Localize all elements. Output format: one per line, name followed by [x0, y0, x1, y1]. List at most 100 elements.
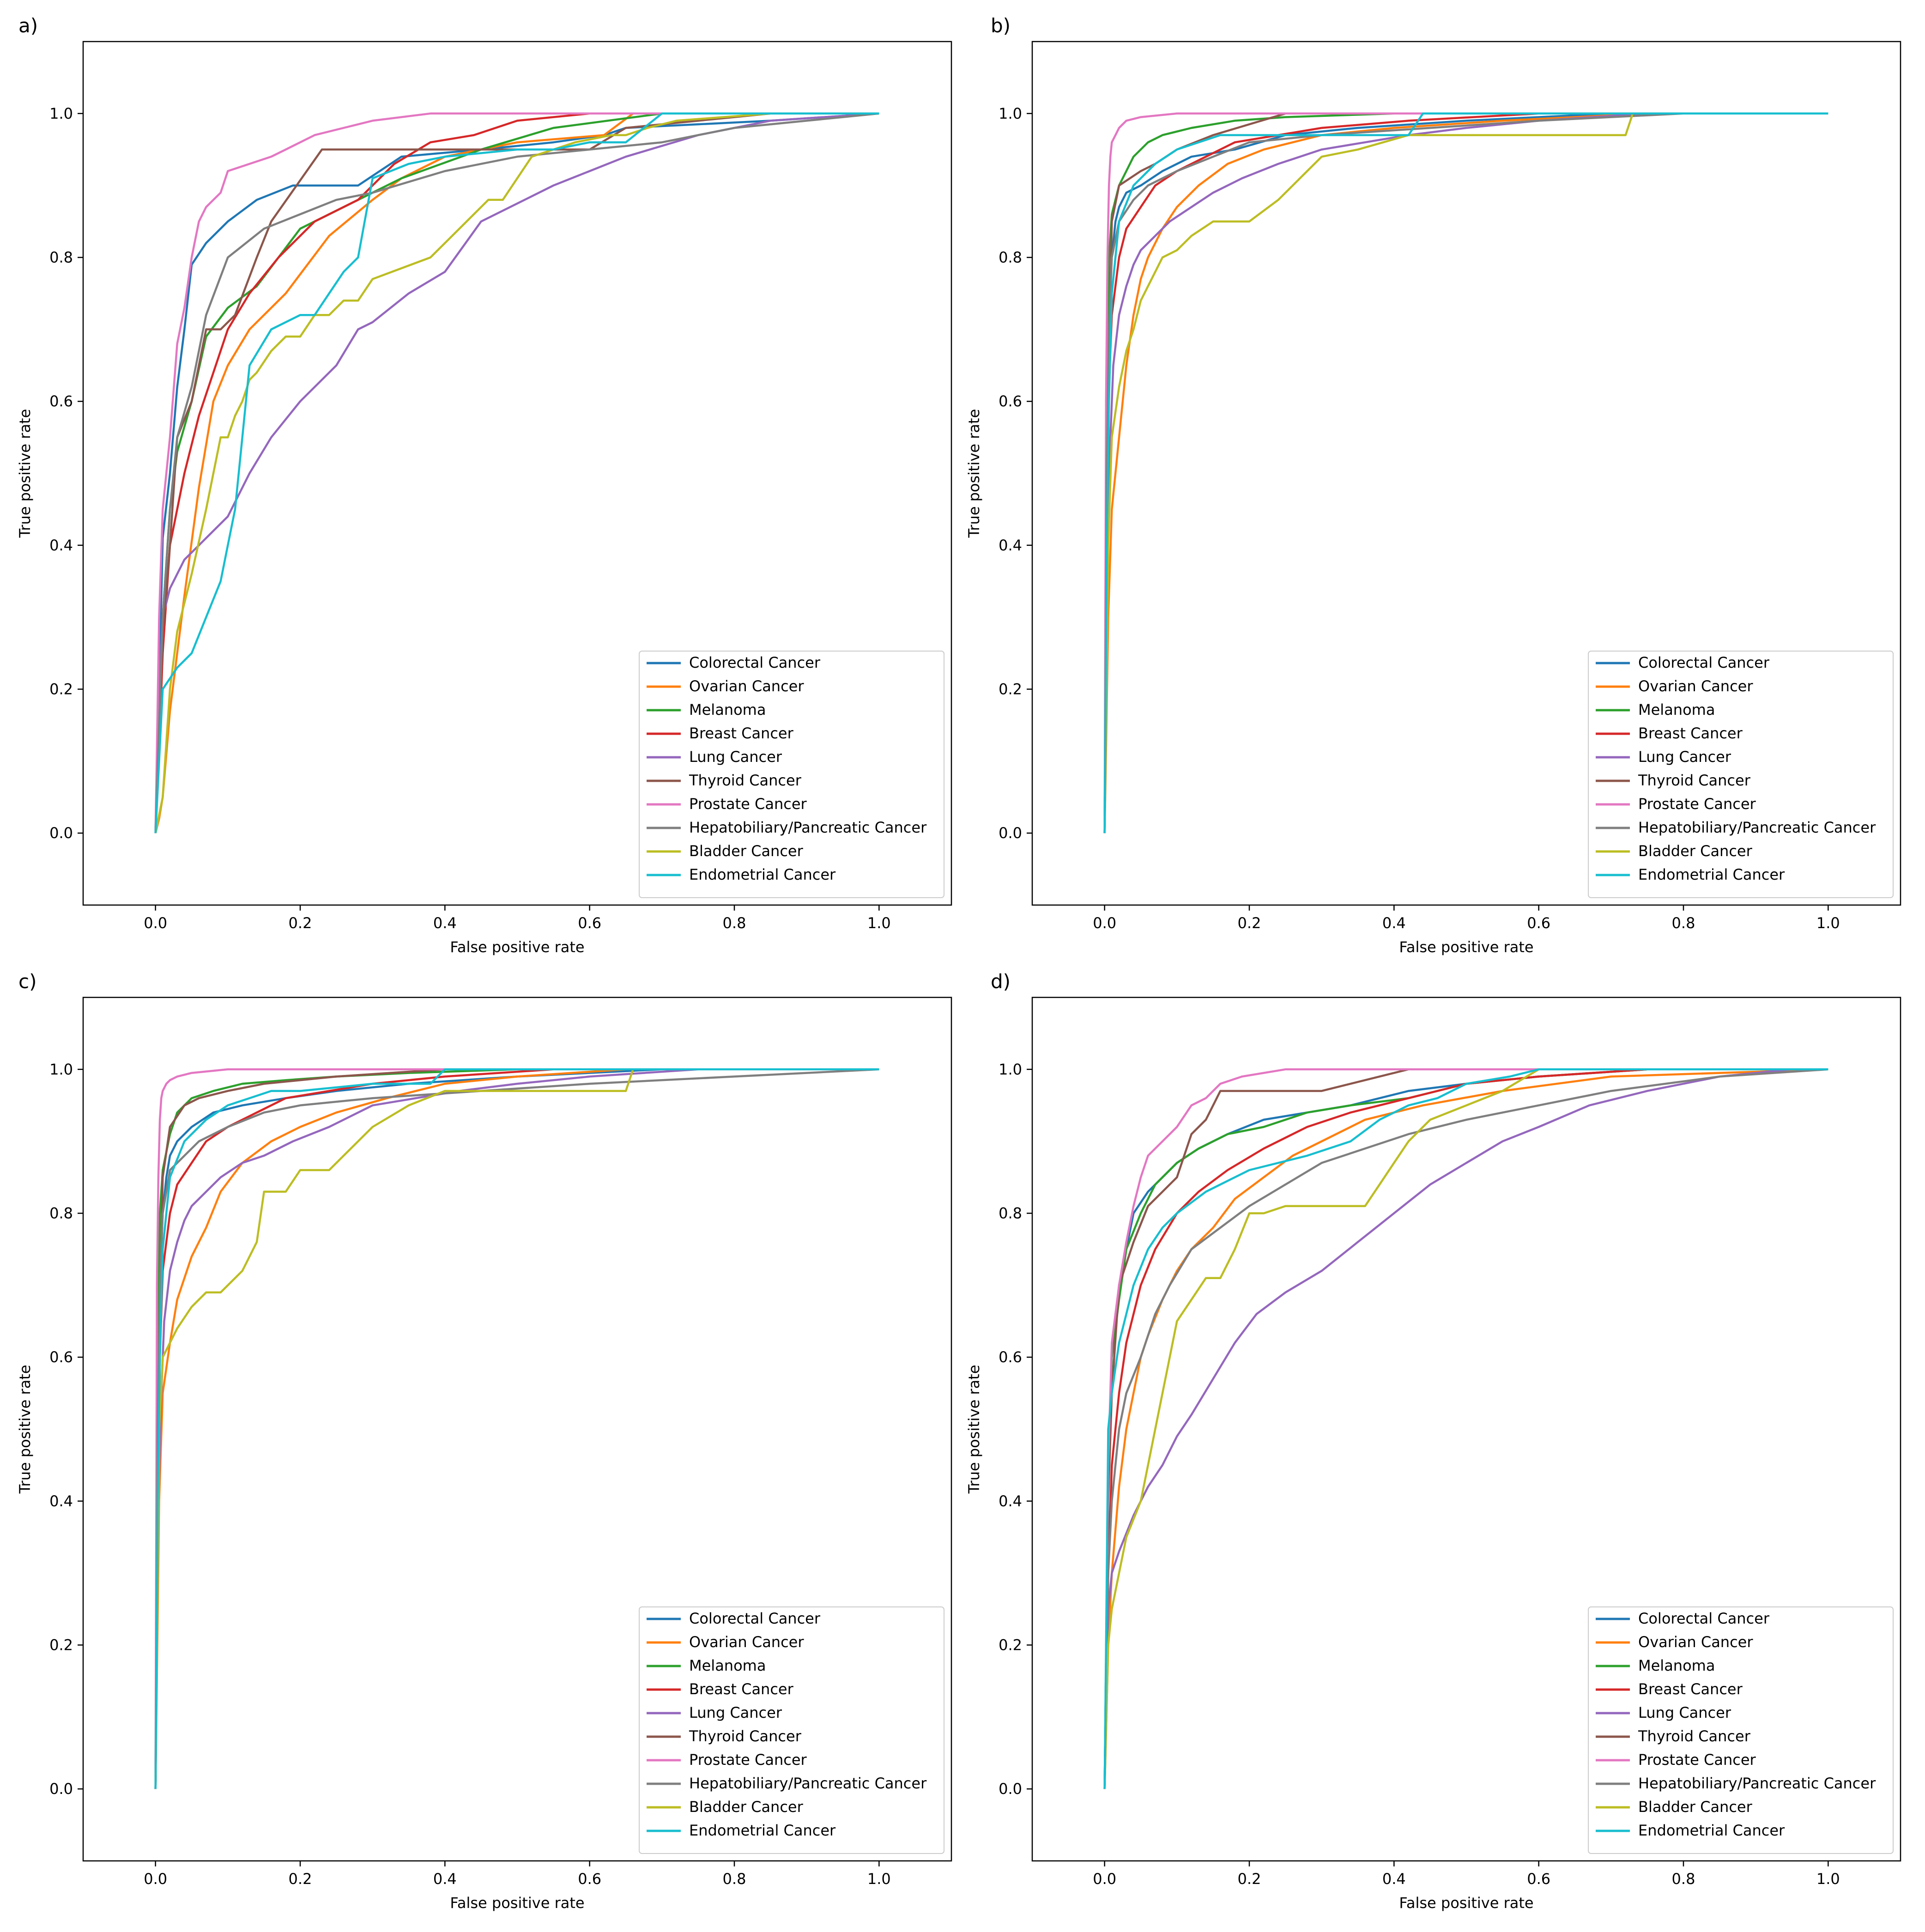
legend: Colorectal Cancer Ovarian Cancer Melanoma B…: [639, 1606, 944, 1854]
legend-box: [1588, 651, 1894, 898]
roc-line-ovarian-cancer: [154, 112, 879, 833]
roc-line-lung-cancer: [154, 112, 879, 833]
y-tick-label: 0.2: [49, 1636, 73, 1654]
y-tick-label: 0.6: [999, 392, 1022, 410]
y-tick-label: 0.4: [49, 1492, 73, 1510]
roc-line-hepatobiliary-pancreatic-cancer: [1103, 1068, 1828, 1789]
y-axis-label: True positive rate: [965, 409, 983, 538]
y-axis-label: True positive rate: [16, 1365, 34, 1494]
y-tick-label: 0.4: [999, 537, 1022, 554]
plot-frame: [1031, 41, 1901, 906]
roc-curves: [1103, 1068, 1828, 1789]
panel-a: a) 0.0 0.2 0.4 0.6 0.8 1.0 0.0 0.2 0.4 0.6 0.8 1.0 Fa…: [16, 14, 952, 956]
legend-item-label: Ovarian Cancer: [689, 677, 804, 695]
legend-item-label: Thyroid Cancer: [689, 1727, 802, 1745]
x-axis-label: False positive rate: [450, 938, 584, 956]
legend-item-label: Hepatobiliary/Pancreatic Cancer: [689, 1775, 927, 1792]
roc-line-prostate-cancer: [154, 1068, 879, 1789]
roc-line-lung-cancer: [1103, 1068, 1828, 1789]
y-tick-label: 0.0: [49, 1780, 73, 1798]
legend-item-label: Colorectal Cancer: [689, 654, 821, 671]
x-tick-label: 0.4: [1382, 914, 1406, 932]
y-tick-label: 0.6: [49, 1348, 73, 1366]
legend-item-label: Colorectal Cancer: [1638, 1610, 1770, 1627]
x-tick-label: 0.0: [144, 1870, 167, 1888]
legend-box: [639, 1606, 944, 1854]
legend-item-label: Ovarian Cancer: [1638, 1633, 1753, 1651]
y-tick-label: 0.2: [49, 681, 73, 698]
x-axis-label: False positive rate: [1399, 938, 1533, 956]
legend-item-label: Colorectal Cancer: [1638, 654, 1770, 671]
legend: Colorectal Cancer Ovarian Cancer Melanoma B…: [1588, 1606, 1894, 1854]
legend-item-label: Endometrial Cancer: [1638, 1822, 1785, 1839]
legend-item-label: Hepatobiliary/Pancreatic Cancer: [1638, 819, 1876, 836]
legend-item-label: Prostate Cancer: [689, 1751, 807, 1769]
legend-item-label: Prostate Cancer: [1638, 795, 1756, 813]
roc-line-prostate-cancer: [154, 112, 879, 833]
y-tick-label: 1.0: [999, 1061, 1022, 1078]
roc-line-ovarian-cancer: [1103, 112, 1828, 833]
y-tick-label: 0.8: [49, 249, 73, 266]
legend-item-label: Lung Cancer: [1638, 1704, 1731, 1721]
roc-line-melanoma: [1103, 112, 1828, 833]
panel-d: d) 0.0 0.2 0.4 0.6 0.8 1.0 0.0 0.2 0.4 0.6 0.8 1.0 Fa…: [965, 970, 1901, 1912]
roc-line-bladder-cancer: [1103, 112, 1828, 833]
roc-curves: [154, 112, 879, 833]
roc-curves: [1103, 112, 1828, 833]
legend-item-label: Breast Cancer: [689, 1680, 794, 1698]
y-tick-label: 1.0: [49, 1061, 73, 1078]
legend-item-label: Lung Cancer: [1638, 748, 1731, 766]
legend-item-label: Bladder Cancer: [689, 1798, 804, 1816]
y-axis-label: True positive rate: [16, 409, 34, 538]
legend-item-label: Ovarian Cancer: [689, 1633, 804, 1651]
plot-frame: [82, 41, 952, 906]
x-tick-label: 0.2: [289, 1870, 312, 1888]
legend: Colorectal Cancer Ovarian Cancer Melanoma B…: [1588, 651, 1894, 898]
legend-item-label: Lung Cancer: [689, 748, 782, 766]
y-tick-label: 0.0: [999, 1780, 1022, 1798]
x-tick-label: 0.4: [433, 914, 457, 932]
legend-item-label: Thyroid Cancer: [689, 772, 802, 789]
panel-label: b): [991, 14, 1011, 37]
x-tick-label: 0.8: [1672, 914, 1695, 932]
panel-label: a): [18, 14, 38, 37]
legend-box: [1588, 1606, 1894, 1854]
panel-label: c): [18, 970, 36, 993]
legend-item-label: Endometrial Cancer: [689, 1822, 836, 1839]
legend-item-label: Thyroid Cancer: [1638, 1727, 1751, 1745]
legend-item-label: Hepatobiliary/Pancreatic Cancer: [1638, 1775, 1876, 1792]
x-tick-label: 1.0: [1816, 1870, 1840, 1888]
y-tick-label: 1.0: [49, 105, 73, 122]
x-tick-label: 0.6: [578, 914, 601, 932]
legend-item-label: Ovarian Cancer: [1638, 677, 1753, 695]
roc-line-hepatobiliary-pancreatic-cancer: [154, 1068, 879, 1789]
roc-line-hepatobiliary-pancreatic-cancer: [154, 112, 879, 833]
x-tick-label: 0.2: [1238, 1870, 1261, 1888]
x-tick-label: 0.6: [578, 1870, 601, 1888]
legend-item-label: Colorectal Cancer: [689, 1610, 821, 1627]
legend: Colorectal Cancer Ovarian Cancer Melanoma B…: [639, 651, 944, 898]
legend-item-label: Hepatobiliary/Pancreatic Cancer: [689, 819, 927, 836]
roc-line-lung-cancer: [154, 1068, 879, 1789]
panel-b: b) 0.0 0.2 0.4 0.6 0.8 1.0 0.0 0.2 0.4 0.6 0.8 1.0 Fa…: [965, 14, 1901, 956]
panel-c: c) 0.0 0.2 0.4 0.6 0.8 1.0 0.0 0.2 0.4 0.6 0.8 1.0 Fa…: [16, 970, 952, 1912]
roc-line-bladder-cancer: [1103, 1068, 1828, 1789]
roc-line-thyroid-cancer: [154, 112, 879, 833]
x-tick-label: 0.8: [723, 914, 746, 932]
x-tick-label: 0.2: [1238, 914, 1261, 932]
x-tick-label: 0.8: [723, 1870, 746, 1888]
y-tick-label: 0.6: [49, 392, 73, 410]
legend-item-label: Melanoma: [1638, 1657, 1715, 1674]
roc-line-bladder-cancer: [154, 1068, 879, 1789]
y-tick-label: 0.6: [999, 1348, 1022, 1366]
roc-line-prostate-cancer: [1103, 112, 1828, 833]
y-tick-label: 0.8: [999, 1205, 1022, 1222]
x-tick-label: 0.0: [1093, 914, 1116, 932]
legend-item-label: Lung Cancer: [689, 1704, 782, 1721]
roc-curves: [154, 1068, 879, 1789]
legend-item-label: Thyroid Cancer: [1638, 772, 1751, 789]
y-tick-label: 0.4: [999, 1492, 1022, 1510]
y-tick-label: 0.4: [49, 537, 73, 554]
legend-item-label: Bladder Cancer: [1638, 1798, 1753, 1816]
